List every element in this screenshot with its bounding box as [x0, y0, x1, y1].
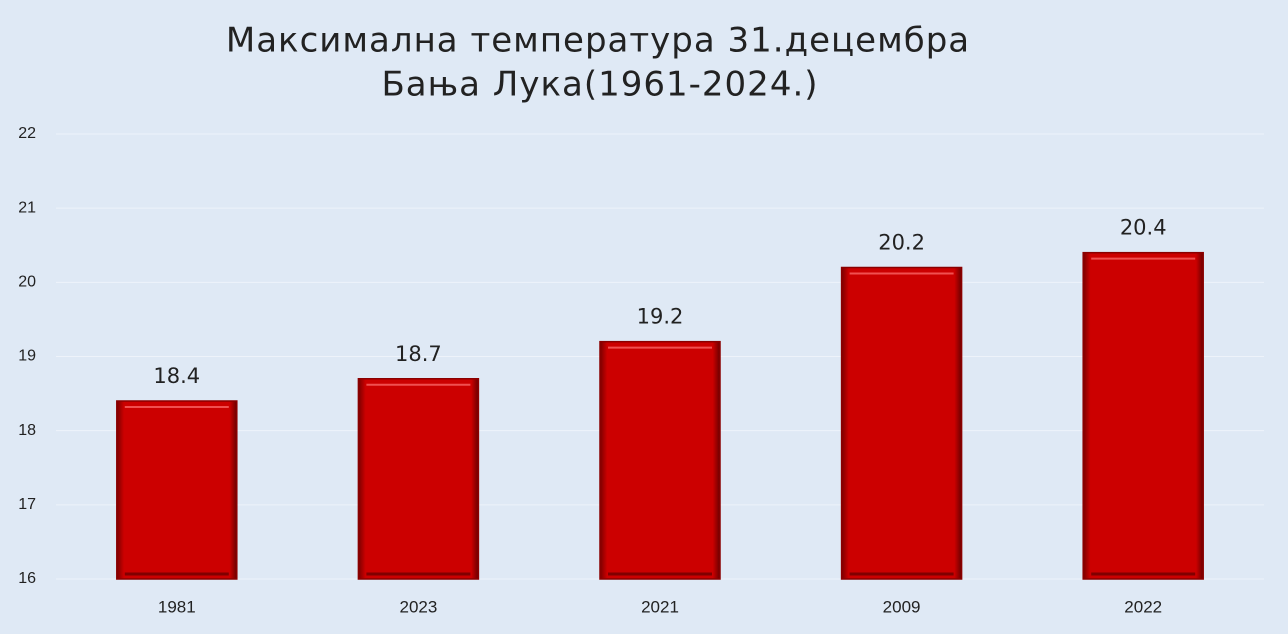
value-label: 18.4 — [153, 364, 200, 388]
bar — [116, 400, 238, 580]
bar — [599, 340, 721, 580]
y-tick-label: 16 — [18, 570, 36, 587]
bar — [1082, 251, 1204, 580]
x-tick-label: 2022 — [1124, 597, 1162, 616]
chart-title: Максимална температура 31.децембра — [226, 21, 970, 61]
x-tick-label: 2023 — [399, 597, 437, 616]
y-tick-label: 17 — [18, 496, 36, 513]
value-label: 18.7 — [395, 342, 442, 366]
x-tick-label: 2009 — [883, 597, 921, 616]
value-label: 20.2 — [878, 231, 925, 255]
y-tick-label: 19 — [18, 348, 36, 365]
chart-title: Бања Лука(1961-2024.) — [381, 65, 818, 105]
y-tick-label: 22 — [18, 125, 36, 142]
value-label: 19.2 — [637, 305, 684, 329]
y-tick-label: 20 — [18, 274, 36, 291]
bar — [357, 378, 480, 580]
bar — [840, 266, 963, 580]
y-tick-label: 21 — [18, 199, 36, 216]
value-label: 20.4 — [1120, 216, 1167, 240]
y-tick-label: 18 — [18, 422, 36, 439]
x-tick-label: 2021 — [641, 597, 679, 616]
x-tick-label: 1981 — [158, 597, 196, 616]
